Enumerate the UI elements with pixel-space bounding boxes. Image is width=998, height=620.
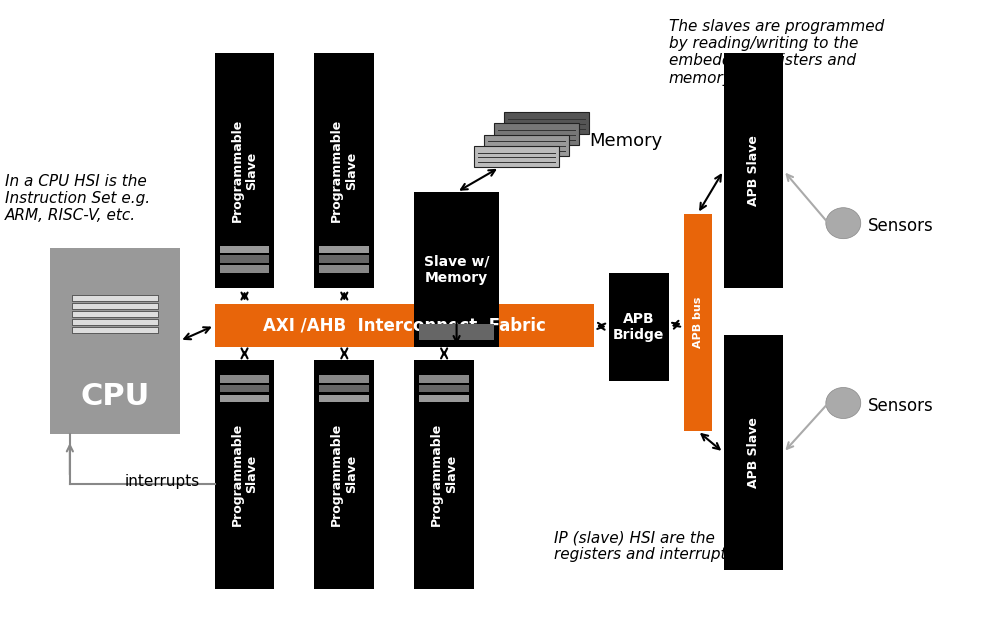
Bar [419, 375, 469, 383]
Ellipse shape [825, 208, 860, 239]
Text: Programmable
Slave: Programmable Slave [330, 423, 358, 526]
Bar [414, 192, 499, 347]
Bar [419, 395, 469, 402]
Bar [494, 123, 579, 145]
Bar [314, 360, 374, 589]
Bar [215, 360, 274, 589]
Bar [72, 319, 158, 325]
Text: AXI /AHB  Interconnect  Fabric: AXI /AHB Interconnect Fabric [262, 316, 546, 335]
Text: Sensors: Sensors [868, 217, 934, 236]
Ellipse shape [825, 388, 860, 418]
Text: Programmable
Slave: Programmable Slave [231, 119, 258, 222]
Bar [419, 385, 469, 392]
Bar [50, 248, 180, 434]
Bar [319, 265, 369, 273]
Bar [609, 273, 669, 381]
Bar [220, 375, 269, 383]
Text: APB
Bridge: APB Bridge [613, 312, 665, 342]
Text: Memory: Memory [589, 132, 662, 150]
Bar [484, 135, 569, 156]
Text: The slaves are programmed
by reading/writing to the
embedded registers and
memor: The slaves are programmed by reading/wri… [669, 19, 884, 86]
Bar [220, 265, 269, 273]
Text: APB Slave: APB Slave [747, 417, 760, 488]
Bar [724, 335, 783, 570]
Bar [724, 53, 783, 288]
Text: Slave w/
Memory: Slave w/ Memory [424, 255, 489, 285]
Bar [319, 255, 369, 263]
Bar [215, 53, 274, 288]
Bar [220, 395, 269, 402]
Text: IP (slave) HSI are the
registers and interrupts: IP (slave) HSI are the registers and int… [554, 530, 735, 562]
Bar [220, 255, 269, 263]
Text: CPU: CPU [80, 383, 150, 411]
Text: interrupts: interrupts [125, 474, 200, 489]
Bar [319, 395, 369, 402]
Bar [72, 303, 158, 309]
Bar [419, 324, 494, 340]
Bar [684, 214, 712, 431]
Bar [314, 53, 374, 288]
Bar [319, 385, 369, 392]
Bar [72, 311, 158, 317]
Bar [319, 246, 369, 253]
Bar [72, 327, 158, 333]
Text: Programmable
Slave: Programmable Slave [231, 423, 258, 526]
Text: Sensors: Sensors [868, 397, 934, 415]
Bar [414, 360, 474, 589]
Bar [72, 295, 158, 301]
Bar [474, 146, 559, 167]
Text: APB Slave: APB Slave [747, 135, 760, 206]
Text: Programmable
Slave: Programmable Slave [430, 423, 458, 526]
Bar [504, 112, 589, 134]
Bar [319, 375, 369, 383]
Text: Programmable
Slave: Programmable Slave [330, 119, 358, 222]
Bar [215, 304, 594, 347]
Bar [220, 385, 269, 392]
Text: APB bus: APB bus [693, 297, 703, 348]
Text: In a CPU HSI is the
Instruction Set e.g.
ARM, RISC-V, etc.: In a CPU HSI is the Instruction Set e.g.… [5, 174, 150, 223]
Bar [220, 246, 269, 253]
